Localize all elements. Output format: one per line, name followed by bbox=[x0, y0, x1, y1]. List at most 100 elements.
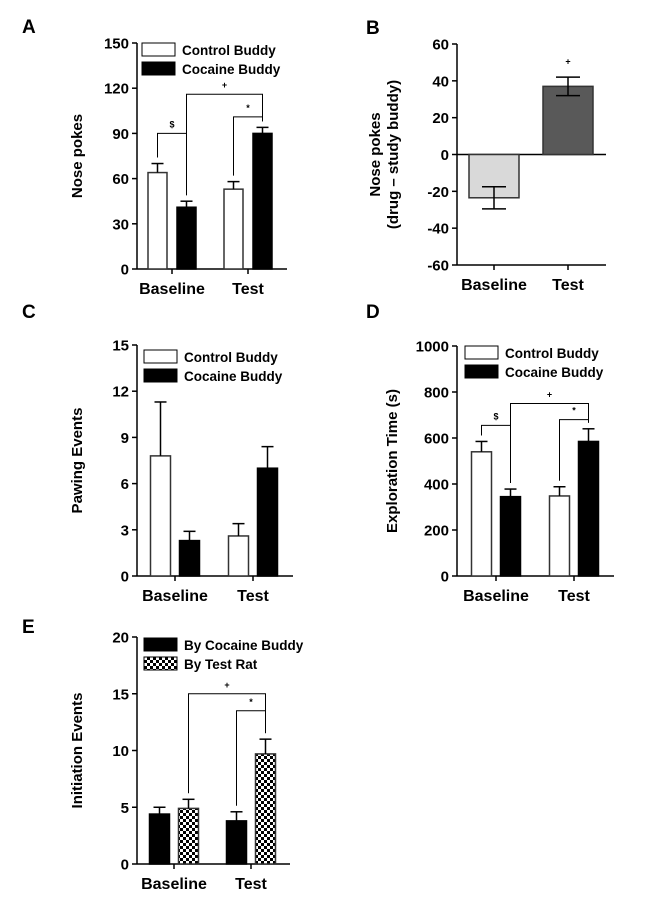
legend-label: Cocaine Buddy bbox=[184, 369, 283, 384]
legend-label: By Test Rat bbox=[184, 657, 258, 672]
bar-control-buddy-test bbox=[548, 495, 571, 577]
panel-letter: B bbox=[366, 18, 380, 39]
x-tick-label: Baseline bbox=[461, 277, 527, 294]
significance-bracket: * bbox=[559, 406, 589, 481]
y-tick-label: 15 bbox=[112, 686, 129, 703]
significance-symbol: $ bbox=[493, 411, 498, 421]
y-tick-label: 600 bbox=[424, 431, 449, 448]
x-tick-label: Test bbox=[235, 876, 267, 893]
bar-cocaine-buddy-test bbox=[256, 467, 279, 577]
legend-swatch bbox=[143, 637, 178, 652]
significance-bracket: + bbox=[188, 680, 266, 794]
y-axis-title: Pawing Events bbox=[69, 408, 86, 514]
y-tick-label: 0 bbox=[441, 569, 449, 586]
significance-symbol: + bbox=[224, 680, 229, 690]
y-tick-label: 400 bbox=[424, 477, 449, 494]
y-tick-label: 30 bbox=[112, 216, 129, 233]
legend-swatch bbox=[464, 345, 499, 360]
bar-cocaine-buddy-baseline bbox=[499, 495, 522, 577]
legend-swatch bbox=[464, 364, 499, 379]
bracket-line bbox=[559, 419, 589, 481]
bracket-line bbox=[233, 116, 263, 176]
significance-symbol: + bbox=[565, 56, 570, 66]
legend-label: Control Buddy bbox=[505, 346, 599, 361]
y-tick-label: 20 bbox=[112, 630, 129, 647]
y-tick-label: -40 bbox=[427, 221, 449, 238]
bar-control-buddy-test bbox=[227, 535, 250, 577]
bar-control-buddy-test bbox=[223, 188, 244, 270]
x-tick-label: Test bbox=[237, 588, 269, 605]
y-tick-label: 9 bbox=[121, 430, 129, 447]
significance-bracket: * bbox=[236, 697, 266, 806]
panel-a: A 0 30 60 90 120 150 Nose pokes Baseline Test Cont… bbox=[22, 17, 287, 298]
significance-symbol: * bbox=[572, 406, 576, 416]
y-tick-label: 0 bbox=[121, 857, 129, 874]
bar-test bbox=[542, 85, 594, 156]
y-tick-label: 90 bbox=[112, 126, 129, 143]
legend-swatch bbox=[141, 61, 176, 76]
bar-by-test-rat-test bbox=[254, 753, 277, 865]
bracket-line bbox=[188, 693, 266, 794]
bar-control-buddy-baseline bbox=[470, 451, 493, 577]
y-tick-label: 40 bbox=[432, 73, 449, 90]
legend-swatch bbox=[141, 42, 176, 57]
x-tick-label: Baseline bbox=[463, 588, 529, 605]
significance-bracket: + bbox=[510, 390, 589, 484]
legend-label: Cocaine Buddy bbox=[182, 62, 281, 77]
y-tick-label: 200 bbox=[424, 523, 449, 540]
y-tick-label: 120 bbox=[104, 81, 129, 98]
significance-bracket: * bbox=[233, 103, 263, 176]
y-tick-label: 3 bbox=[121, 522, 129, 539]
x-tick-label: Test bbox=[552, 277, 584, 294]
y-tick-label: 60 bbox=[112, 171, 129, 188]
panel-letter: A bbox=[22, 17, 36, 38]
panel-letter: C bbox=[22, 302, 36, 323]
legend-label: Control Buddy bbox=[182, 43, 276, 58]
bar-control-buddy-baseline bbox=[147, 171, 168, 270]
legend-swatch bbox=[143, 656, 178, 671]
y-tick-label: 15 bbox=[112, 338, 129, 355]
y-axis-title: Nose pokes bbox=[69, 114, 86, 198]
x-tick-label: Baseline bbox=[141, 876, 207, 893]
y-tick-label: 6 bbox=[121, 476, 129, 493]
y-tick-label: 12 bbox=[112, 384, 129, 401]
panel-b: B -60 -40 -20 0 20 40 60 Nose pokes (drug – study… bbox=[366, 18, 606, 294]
panel-c: C 0 3 6 9 12 15 Pawing Events Baseline Test Contro… bbox=[22, 302, 293, 605]
y-tick-label: 0 bbox=[121, 569, 129, 586]
legend-label: Cocaine Buddy bbox=[505, 365, 604, 380]
y-tick-label: -20 bbox=[427, 184, 449, 201]
significance-symbol: * bbox=[246, 103, 250, 113]
bar-cocaine-buddy-baseline bbox=[178, 539, 201, 577]
bar-control-buddy-baseline bbox=[149, 455, 172, 577]
significance-symbol: + bbox=[222, 80, 227, 90]
y-axis-title: Nose pokes bbox=[367, 112, 384, 196]
y-axis-title: Initiation Events bbox=[69, 693, 86, 809]
bracket-line bbox=[510, 403, 589, 484]
x-tick-label: Test bbox=[558, 588, 590, 605]
y-tick-label: 10 bbox=[112, 743, 129, 760]
significance-bracket: + bbox=[186, 80, 263, 196]
panel-d: D 0 200 400 600 800 1000 Exploration Time (s) Ba… bbox=[366, 302, 614, 605]
y-tick-label: 1000 bbox=[416, 339, 449, 356]
panel-e: E 0 5 10 15 20 Initiation Events Baseline Test By… bbox=[22, 617, 304, 893]
significance-symbol: $ bbox=[169, 119, 174, 129]
y-tick-label: 0 bbox=[441, 147, 449, 164]
bar-cocaine-buddy-test bbox=[577, 440, 600, 577]
bar-by-test-rat-baseline bbox=[177, 807, 200, 865]
legend-label: By Cocaine Buddy bbox=[184, 638, 304, 653]
bar-cocaine-buddy-baseline bbox=[176, 206, 197, 270]
y-tick-label: 60 bbox=[432, 37, 449, 54]
y-tick-label: 0 bbox=[121, 262, 129, 279]
bracket-line bbox=[186, 93, 263, 196]
bar-by-cocaine-buddy-test bbox=[225, 820, 248, 865]
y-tick-label: 150 bbox=[104, 36, 129, 53]
legend-swatch bbox=[143, 368, 178, 383]
legend-swatch bbox=[143, 349, 178, 364]
y-axis-title: Exploration Time (s) bbox=[384, 389, 401, 533]
x-tick-label: Baseline bbox=[142, 588, 208, 605]
panel-letter: D bbox=[366, 302, 380, 323]
y-tick-label: -60 bbox=[427, 258, 449, 275]
panel-letter: E bbox=[22, 617, 35, 638]
x-tick-label: Baseline bbox=[139, 281, 205, 298]
